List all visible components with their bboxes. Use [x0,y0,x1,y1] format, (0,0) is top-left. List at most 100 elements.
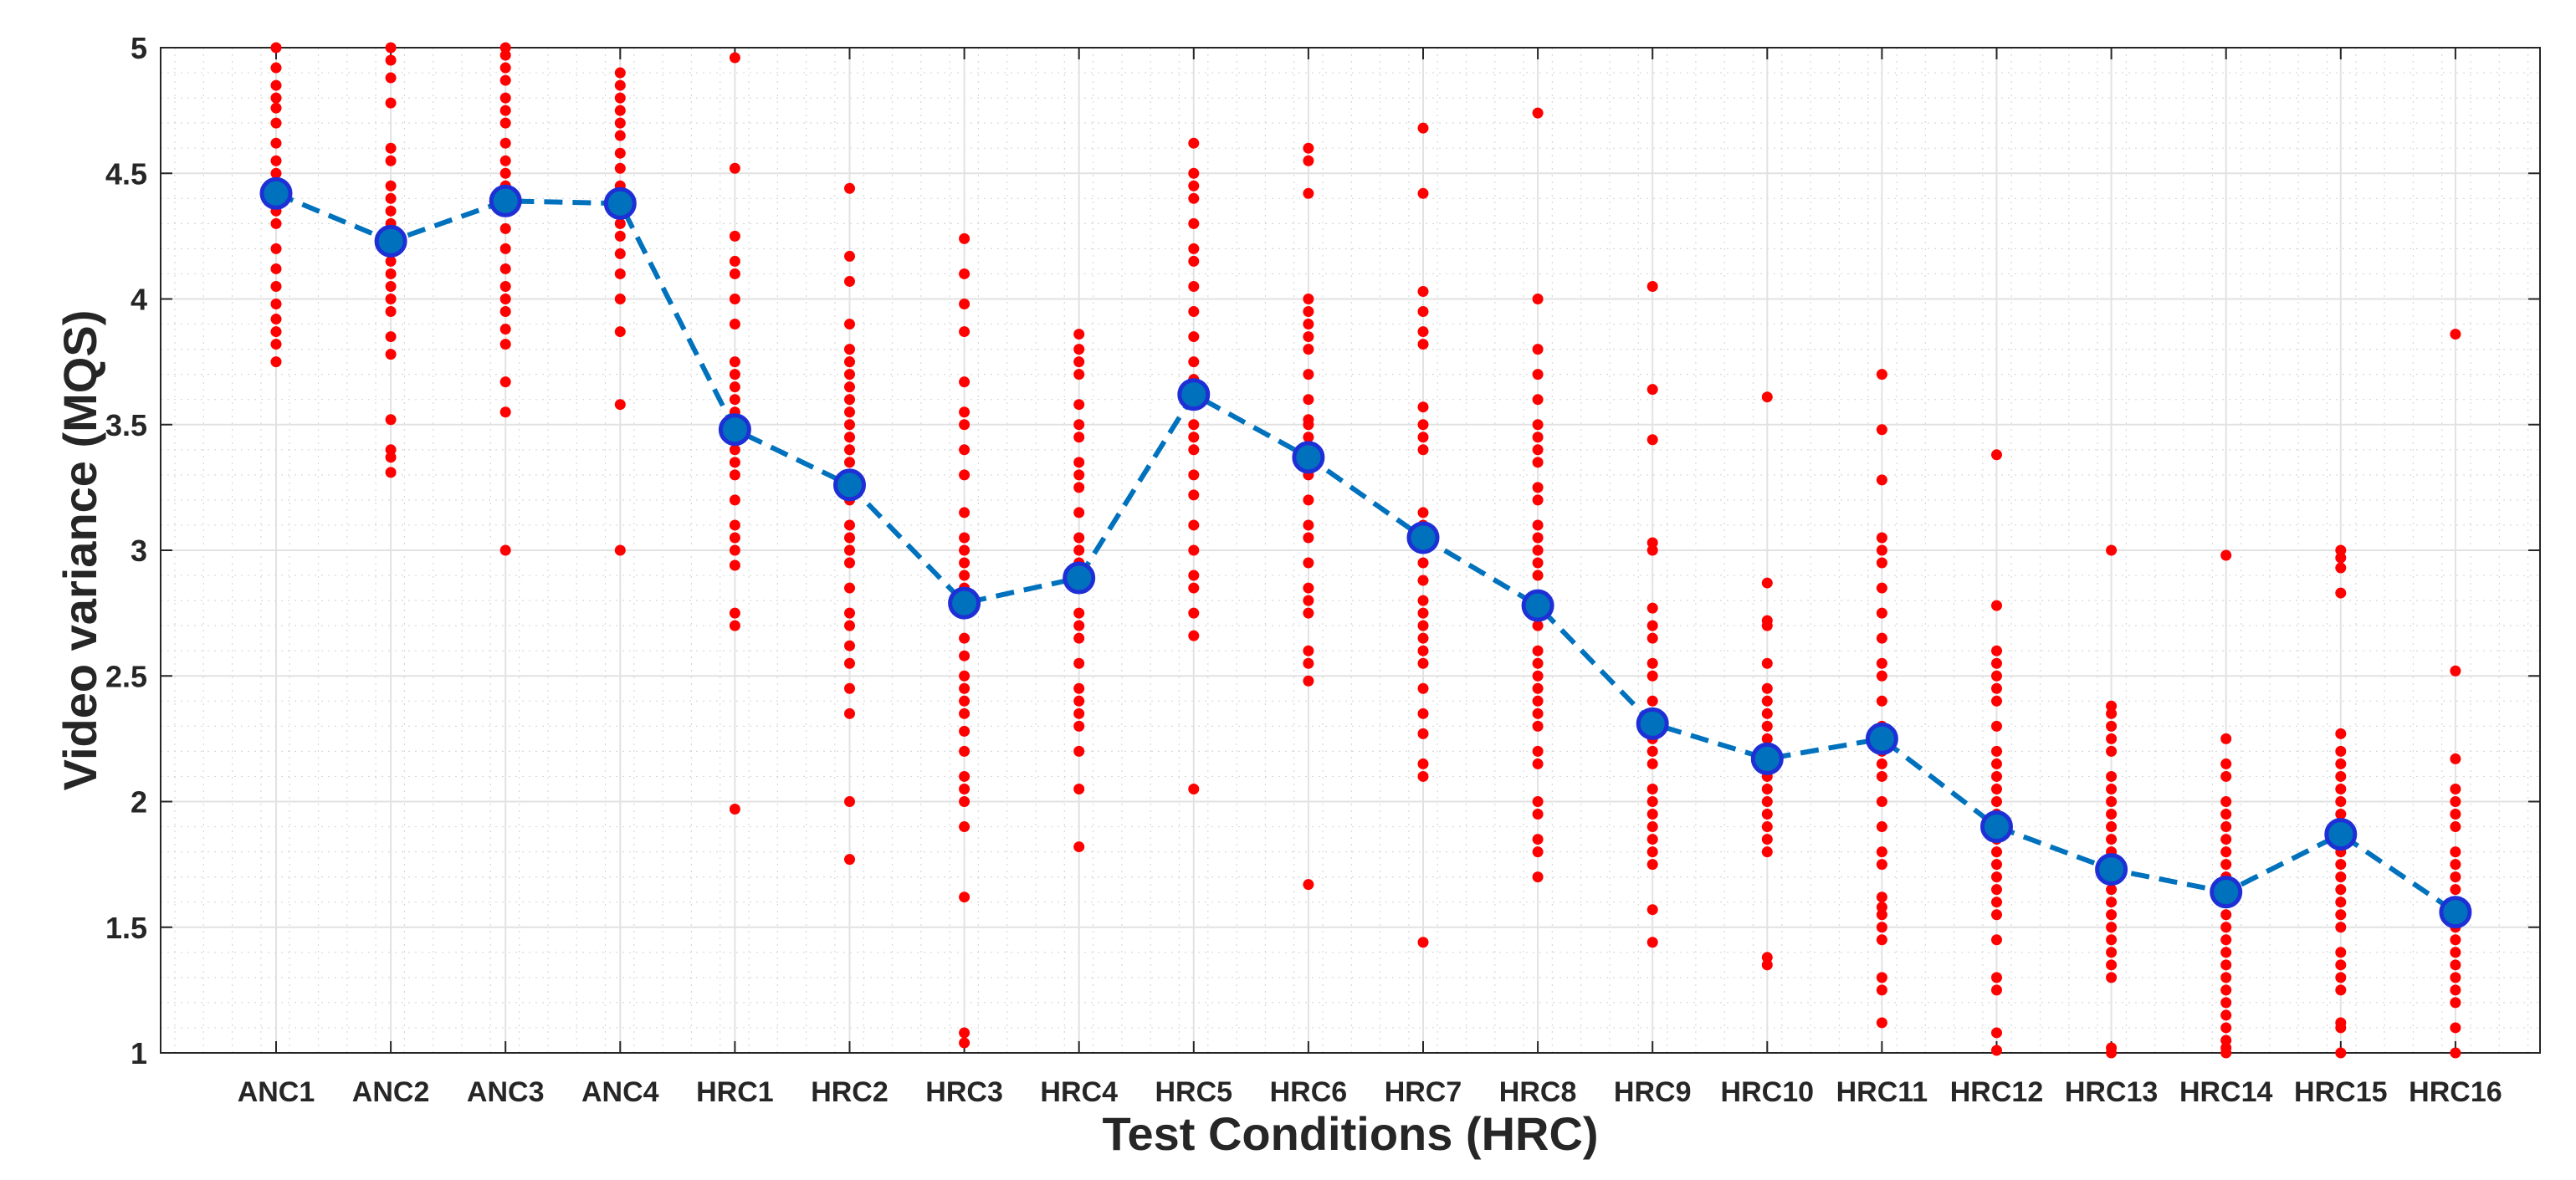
score-point [1188,432,1200,443]
score-point [1073,482,1085,493]
score-point [1417,187,1429,199]
score-point [270,339,282,350]
score-point [1532,796,1544,807]
score-point [1073,607,1085,619]
score-point [959,821,970,833]
score-point [2106,707,2118,719]
score-point [2106,770,2118,782]
mean-point [1980,810,2013,844]
score-point [1073,682,1085,694]
score-point [1646,384,1658,396]
score-point [1303,657,1314,669]
score-point [2450,821,2461,833]
score-point [385,467,397,478]
score-point [1188,469,1200,481]
score-point [614,162,626,174]
score-point [614,147,626,159]
score-point [1073,657,1085,669]
score-point [1876,670,1887,682]
score-point [2450,846,2461,858]
score-point [1073,469,1085,481]
score-point [1417,707,1429,719]
score-point [1876,582,1887,594]
score-point [1417,306,1429,318]
score-point [1761,834,1773,845]
score-point [729,369,740,381]
score-point [2220,733,2232,744]
x-tick-label: HRC6 [1270,1076,1348,1108]
score-point [270,326,282,338]
y-tick-label: 5 [131,31,147,65]
score-point [959,783,970,794]
score-point [499,49,511,61]
score-point [729,469,740,481]
score-point [614,79,626,91]
score-point [959,770,970,782]
score-point [1761,733,1773,744]
score-point [1188,630,1200,641]
score-point [1646,783,1658,794]
score-point [1532,846,1544,858]
score-point [1073,356,1085,368]
score-point [1303,582,1314,594]
score-point [1646,657,1658,669]
score-point [1532,432,1544,443]
score-point [499,62,511,74]
score-point [1188,519,1200,531]
score-point [2220,770,2232,782]
score-point [1532,695,1544,707]
score-point [1991,972,2002,983]
score-point [499,263,511,274]
score-point [499,544,511,556]
score-point [1532,645,1544,656]
mean-point [1636,707,1669,740]
score-point [2106,544,2118,556]
score-point [1761,657,1773,669]
score-point [959,632,970,644]
score-point [1417,285,1429,297]
score-point [385,414,397,426]
x-tick-label: HRC7 [1385,1076,1462,1108]
score-point [2220,947,2232,958]
score-point [1532,570,1544,581]
score-point [844,319,855,330]
score-point [2106,821,2118,833]
score-point [959,650,970,662]
score-point [2450,959,2461,971]
score-point [1303,294,1314,304]
score-point [1876,902,1887,913]
score-point [1532,344,1544,355]
score-point [2450,783,2461,794]
score-point [1991,657,2002,669]
score-point [1417,419,1429,431]
score-point [959,1037,970,1049]
mean-point [2210,876,2243,909]
score-point [1417,607,1429,619]
x-tick-label: HRC5 [1155,1076,1233,1108]
score-point [270,314,282,325]
score-point [1761,821,1773,833]
score-point [1991,783,2002,794]
score-point [1646,280,1658,292]
score-point [1991,745,2002,757]
score-point [729,544,740,556]
score-point [2335,884,2347,896]
score-point [1073,507,1085,518]
x-axis-title: Test Conditions (HRC) [1102,1107,1598,1160]
score-point [270,263,282,274]
y-axis-title: Video variance (MQS) [54,310,106,791]
mean-point [2439,896,2472,929]
score-point [385,255,397,267]
score-point [1073,432,1085,443]
x-tick-label: HRC16 [2409,1076,2502,1108]
score-point [2220,1022,2232,1034]
score-point [1646,620,1658,631]
score-point [1876,909,1887,921]
score-point [270,62,282,74]
score-point [844,394,855,406]
score-point [2450,859,2461,871]
score-point [385,97,397,109]
score-point [385,192,397,204]
score-point [614,294,626,304]
score-point [1876,972,1887,983]
